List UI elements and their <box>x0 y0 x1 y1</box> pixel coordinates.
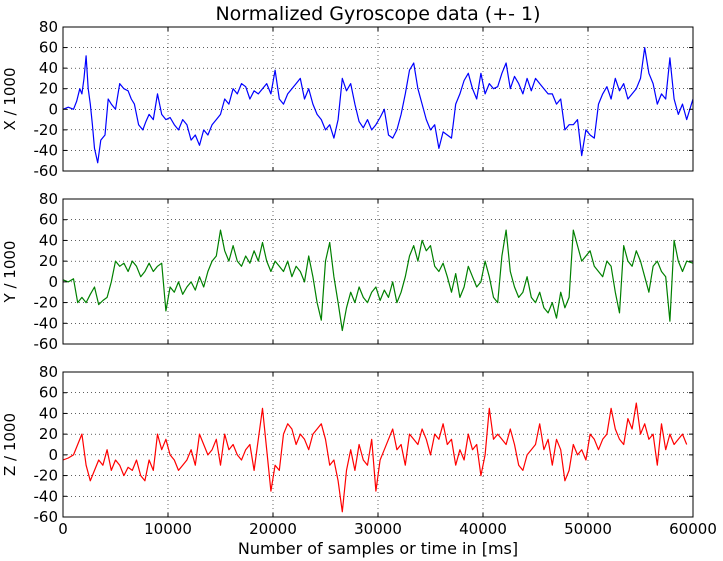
y-tick-label: 40 <box>39 404 58 422</box>
y-tick-label: -60 <box>34 508 59 526</box>
x-tick-label: 20000 <box>249 520 297 538</box>
y-axis-label: Z / 1000 <box>1 413 19 476</box>
y-tick-label: 80 <box>39 363 58 381</box>
x-tick-label: 60000 <box>669 520 717 538</box>
panel-3: 80 60 40 20 0 -20 -40 -60 Z / 1000 0 10000 20000 300… <box>1 363 717 538</box>
y-tick-label: 0 <box>48 273 58 291</box>
y-tick-label: -20 <box>34 121 59 139</box>
x-tick-label: 50000 <box>564 520 612 538</box>
y-tick-label: 60 <box>39 211 58 229</box>
y-tick-label: -40 <box>34 487 59 505</box>
x-tick-label: 30000 <box>354 520 402 538</box>
y-tick-label: 20 <box>39 252 58 270</box>
y-tick-label: 60 <box>39 384 58 402</box>
x-tick-label: 10000 <box>144 520 192 538</box>
y-tick-label: 40 <box>39 231 58 249</box>
y-tick-label: 0 <box>48 446 58 464</box>
panels: 80 60 40 20 0 -20 -40 -60 X / 1000 80 60 40 20 0 -20 -4… <box>1 18 717 538</box>
x-tick-label: 40000 <box>459 520 507 538</box>
y-tick-label: 60 <box>39 39 58 57</box>
panel-1: 80 60 40 20 0 -20 -40 -60 X / 1000 <box>1 18 694 180</box>
y-tick-label: 20 <box>39 425 58 443</box>
chart-title: Normalized Gyroscope data (+- 1) <box>215 3 540 25</box>
y-tick-label: 80 <box>39 18 58 36</box>
y-tick-label: 80 <box>39 190 58 208</box>
series-line-1 <box>62 46 694 164</box>
y-tick-label: -40 <box>34 314 59 332</box>
series-line-3 <box>62 402 688 513</box>
y-axis-label: X / 1000 <box>1 67 19 130</box>
y-axis-label: Y / 1000 <box>1 241 19 304</box>
y-tick-label: 40 <box>39 59 58 77</box>
x-tick-label: 0 <box>58 520 68 538</box>
y-tick-label: -20 <box>34 294 59 312</box>
y-tick-label: -40 <box>34 141 59 159</box>
y-tick-label: 20 <box>39 80 58 98</box>
y-tick-label: -60 <box>34 335 59 353</box>
series-line-2 <box>62 229 694 332</box>
x-axis-label: Number of samples or time in [ms] <box>238 539 518 558</box>
y-tick-label: -60 <box>34 162 59 180</box>
y-tick-label: 0 <box>48 100 58 118</box>
y-tick-label: -20 <box>34 467 59 485</box>
panel-2: 80 60 40 20 0 -20 -40 -60 Y / 1000 <box>1 190 694 353</box>
